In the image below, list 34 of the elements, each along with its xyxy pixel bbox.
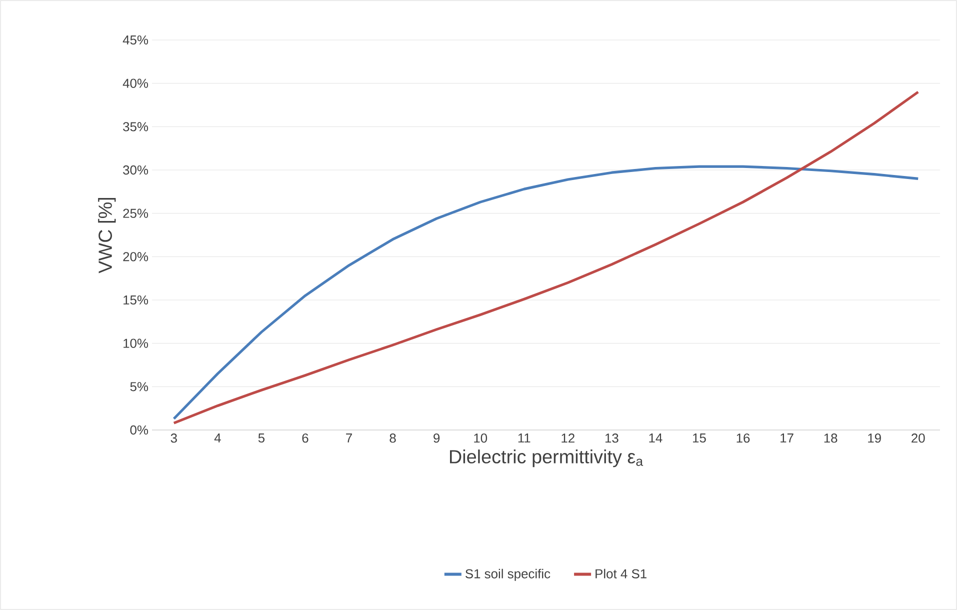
line-series xyxy=(172,165,920,420)
y-tick-label: 20% xyxy=(123,252,148,262)
x-tick-label: 12 xyxy=(562,434,574,443)
legend-label: Plot 4 S1 xyxy=(596,568,646,578)
y-tick-label: 5% xyxy=(130,382,148,392)
x-tick-label: 20 xyxy=(912,434,925,443)
x-tick-label: 8 xyxy=(390,434,396,443)
y-tick-label: 15% xyxy=(124,295,148,305)
x-tick-label: 14 xyxy=(649,434,662,442)
y-tick-label: 35% xyxy=(123,122,148,132)
x-tick-label: 7 xyxy=(346,434,352,442)
y-tick-label: 25% xyxy=(123,208,148,218)
y-tick-label: 0% xyxy=(130,425,148,435)
x-tick-label: 10 xyxy=(474,434,488,443)
x-tick-label: 18 xyxy=(824,434,838,443)
x-tick-label: 11 xyxy=(518,434,530,442)
x-tick-label: 17 xyxy=(780,434,794,442)
x-tick-label: 4 xyxy=(214,434,221,442)
y-tick-label: 10% xyxy=(124,338,148,348)
x-tick-label: 6 xyxy=(302,434,308,443)
x-tick-label: 13 xyxy=(605,434,618,443)
x-axis-title: Dielectric permittivity ε$_{a}$ xyxy=(450,450,644,468)
y-tick-label: 45% xyxy=(122,35,148,45)
x-tick-label: 16 xyxy=(736,434,750,443)
x-tick-label: 3 xyxy=(170,434,177,443)
y-tick-label: 30% xyxy=(123,165,148,175)
y-axis-title: VWC [%] xyxy=(98,198,116,274)
x-tick-label: 9 xyxy=(434,434,440,443)
y-tick-label: 40% xyxy=(122,78,148,88)
x-tick-label: 15 xyxy=(693,434,706,443)
line-series xyxy=(172,90,920,424)
x-tick-label: 5 xyxy=(258,434,264,443)
x-tick-label: 19 xyxy=(868,434,881,443)
legend-label: S1 soil specific xyxy=(466,568,550,581)
